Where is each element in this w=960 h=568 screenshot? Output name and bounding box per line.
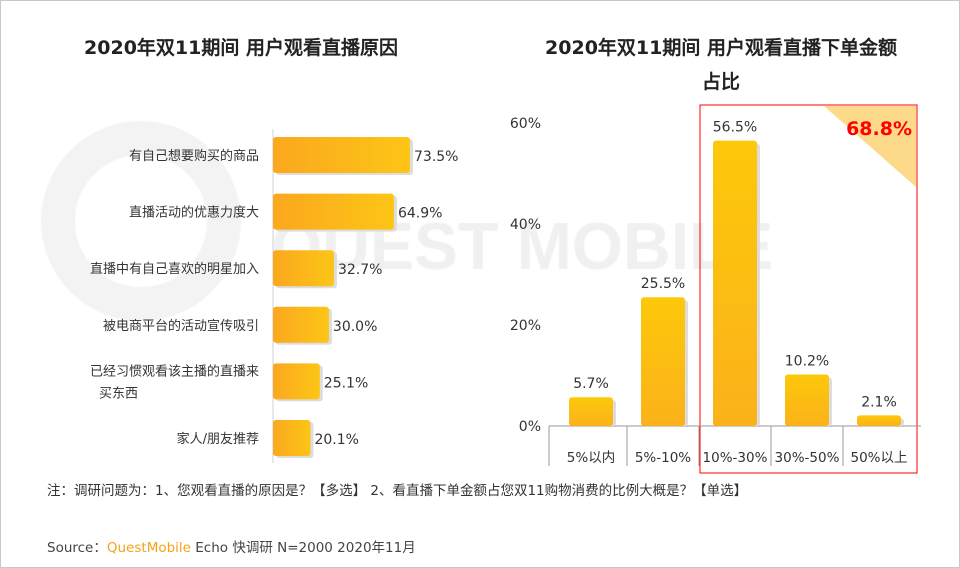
right-bar-label: 10.2% [785, 353, 829, 369]
x-tick-label: 50%以上 [850, 450, 907, 466]
right-bar [785, 374, 829, 426]
right-title-line-1: 2020年双11期间 用户观看直播下单金额 [545, 37, 897, 59]
left-category-label: 已经习惯观看该主播的直播来 [90, 363, 259, 379]
left-bar-label: 30.0% [333, 319, 377, 335]
y-tick-label: 60% [510, 116, 541, 132]
x-tick-label: 5%以内 [567, 450, 615, 466]
highlight-total: 68.8% [846, 118, 912, 140]
left-category-label: 有自己想要购买的商品 [129, 148, 259, 164]
right-bar [569, 397, 613, 426]
y-tick-label: 20% [510, 318, 541, 334]
left-bar-label: 25.1% [324, 375, 368, 391]
right-bar [713, 140, 757, 427]
left-category-label: 买东西 [99, 386, 138, 401]
right-bar [857, 415, 901, 426]
right-title-line-2: 占比 [701, 71, 740, 93]
source-brand: QuestMobile [106, 540, 191, 556]
left-category-label: 被电商平台的活动宣传吸引 [103, 318, 259, 334]
source-line: Source：QuestMobile Echo 快调研 N=2000 2020年… [47, 536, 416, 556]
y-tick-label: 0% [519, 419, 541, 435]
x-tick-label: 10%-30% [703, 450, 768, 466]
left-bar [273, 137, 411, 173]
footnote: 注：调研问题为：1、您观看直播的原因是？【多选】 2、看直播下单金额占您双11购… [47, 483, 748, 499]
y-tick-label: 40% [510, 217, 541, 233]
left-category-label: 家人/朋友推荐 [177, 431, 259, 447]
x-tick-label: 30%-50% [775, 450, 840, 466]
left-bar [273, 420, 311, 456]
left-bar [273, 363, 320, 400]
right-bar-label: 25.5% [641, 276, 685, 292]
x-tick-label: 5%-10% [635, 450, 691, 466]
right-chart-title: 2020年双11期间 用户观看直播下单金额 占比 [491, 31, 951, 99]
source-suffix: Echo 快调研 N=2000 2020年11月 [190, 540, 416, 556]
highlight-corner [824, 106, 916, 187]
highlight-box [699, 104, 918, 474]
left-chart-title: 2020年双11期间 用户观看直播原因 [84, 37, 398, 59]
right-bar [641, 297, 685, 426]
left-bar [273, 250, 334, 287]
left-bar [273, 193, 394, 230]
source-prefix: Source： [47, 540, 107, 556]
left-bar-label: 73.5% [414, 149, 458, 165]
left-bar-label: 64.9% [398, 206, 442, 222]
left-category-label: 直播中有自己喜欢的明星加入 [90, 261, 259, 277]
left-category-label: 直播活动的优惠力度大 [129, 205, 259, 221]
right-bar-label: 5.7% [573, 376, 609, 392]
left-bar-label: 20.1% [314, 432, 358, 448]
left-bar [273, 306, 329, 343]
left-bar-label: 32.7% [338, 262, 382, 278]
right-bar-label: 56.5% [713, 120, 757, 136]
right-bar-label: 2.1% [861, 394, 897, 410]
